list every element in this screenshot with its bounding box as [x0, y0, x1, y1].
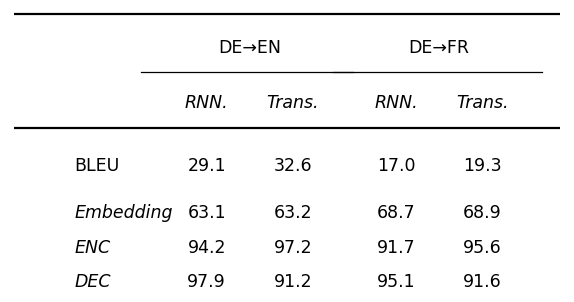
Text: Trans.: Trans.: [456, 94, 509, 112]
Text: Embedding: Embedding: [75, 204, 173, 222]
Text: 91.2: 91.2: [273, 273, 312, 291]
Text: 95.6: 95.6: [463, 239, 502, 257]
Text: 68.7: 68.7: [377, 204, 416, 222]
Text: BLEU: BLEU: [75, 157, 120, 175]
Text: ENC: ENC: [75, 239, 111, 257]
Text: DE→FR: DE→FR: [409, 39, 470, 57]
Text: 91.7: 91.7: [377, 239, 416, 257]
Text: RNN.: RNN.: [374, 94, 418, 112]
Text: 91.6: 91.6: [463, 273, 502, 291]
Text: 94.2: 94.2: [187, 239, 226, 257]
Text: 63.1: 63.1: [187, 204, 226, 222]
Text: Trans.: Trans.: [266, 94, 319, 112]
Text: RNN.: RNN.: [185, 94, 228, 112]
Text: DE→EN: DE→EN: [218, 39, 281, 57]
Text: 17.0: 17.0: [377, 157, 416, 175]
Text: 29.1: 29.1: [187, 157, 226, 175]
Text: 32.6: 32.6: [273, 157, 312, 175]
Text: 95.1: 95.1: [377, 273, 416, 291]
Text: 63.2: 63.2: [273, 204, 312, 222]
Text: 97.2: 97.2: [273, 239, 312, 257]
Text: 19.3: 19.3: [463, 157, 502, 175]
Text: 97.9: 97.9: [187, 273, 226, 291]
Text: 68.9: 68.9: [463, 204, 502, 222]
Text: DEC: DEC: [75, 273, 111, 291]
